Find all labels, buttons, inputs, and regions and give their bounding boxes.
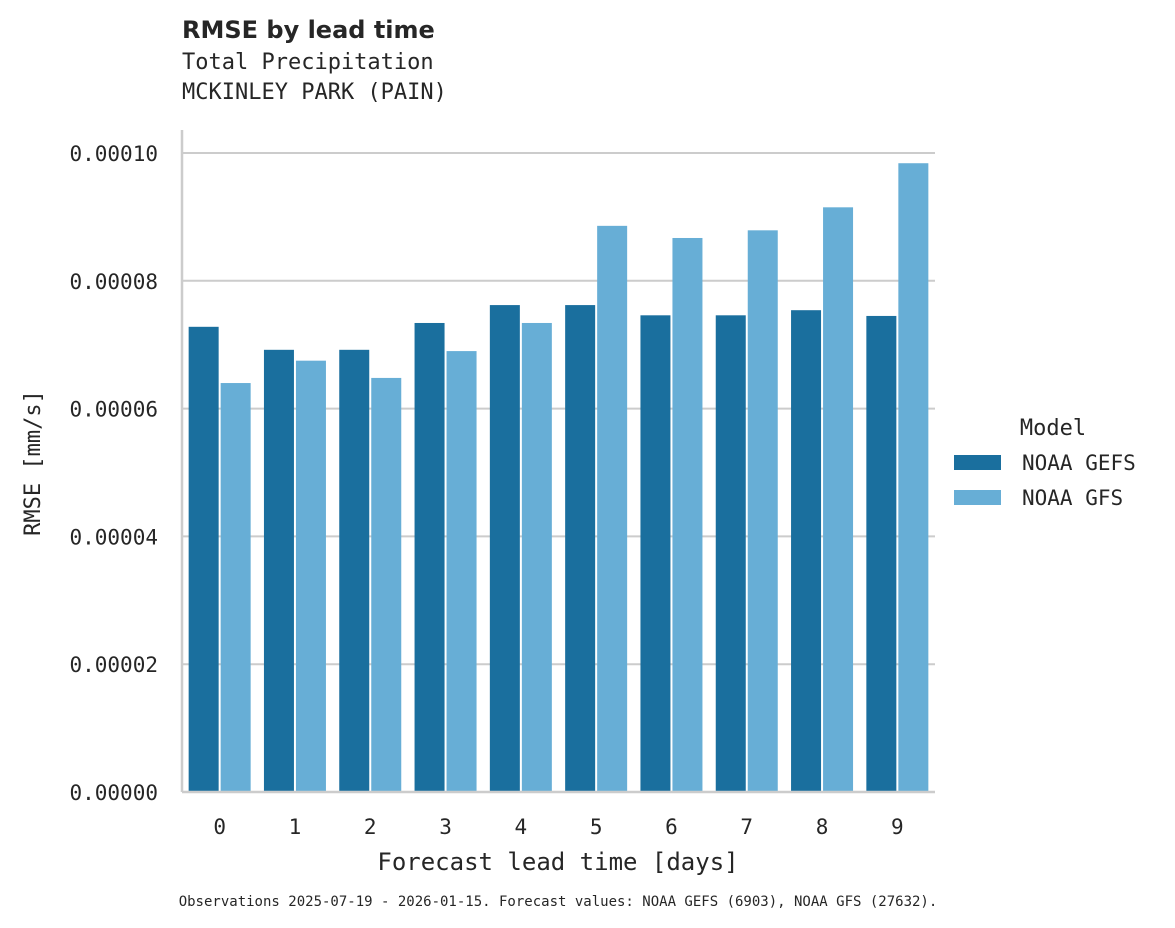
x-tick-label: 7 (740, 815, 753, 839)
x-axis-label: Forecast lead time [days] (377, 848, 738, 876)
bar-noaa-gefs (715, 315, 746, 792)
bar-noaa-gefs (339, 349, 370, 792)
y-tick-label: 0.00006 (69, 398, 158, 422)
legend-label: NOAA GFS (1022, 486, 1123, 510)
bar-noaa-gfs (823, 207, 854, 792)
y-axis-label: RMSE [mm/s] (21, 390, 46, 536)
y-tick-label: 0.00008 (69, 270, 158, 294)
bar-noaa-gfs (295, 360, 326, 792)
x-tick-label: 0 (213, 815, 226, 839)
x-tick-label: 3 (439, 815, 452, 839)
x-tick-label: 1 (289, 815, 302, 839)
bar-noaa-gfs (898, 163, 929, 792)
legend-label: NOAA GEFS (1022, 451, 1136, 475)
legend-swatch (954, 490, 1001, 505)
bar-noaa-gefs (565, 305, 596, 792)
x-tick-label: 4 (515, 815, 528, 839)
bar-noaa-gfs (371, 377, 402, 792)
bar-noaa-gfs (597, 225, 628, 792)
bar-noaa-gfs (521, 322, 552, 792)
legend-title: Model (1020, 416, 1086, 441)
bar-noaa-gfs (446, 351, 477, 792)
bar-noaa-gefs (791, 310, 822, 792)
bar-noaa-gefs (414, 322, 445, 792)
x-tick-label: 5 (590, 815, 603, 839)
x-tick-label: 9 (891, 815, 904, 839)
bar-noaa-gefs (489, 305, 520, 792)
chart-title: RMSE by lead time (182, 16, 435, 44)
legend-swatch (954, 455, 1001, 470)
y-tick-label: 0.00010 (69, 142, 158, 166)
bar-noaa-gefs (640, 315, 671, 792)
chart-footnote: Observations 2025-07-19 - 2026-01-15. Fo… (179, 894, 938, 910)
chart-subtitle-variable: Total Precipitation (182, 50, 434, 75)
x-tick-label: 2 (364, 815, 377, 839)
y-tick-label: 0.00000 (69, 781, 158, 805)
x-tick-label: 8 (816, 815, 829, 839)
bar-noaa-gfs (672, 237, 703, 792)
chart-subtitle-station: MCKINLEY PARK (PAIN) (182, 80, 447, 105)
bar-noaa-gfs (747, 230, 778, 793)
bar-noaa-gefs (866, 315, 897, 792)
bar-noaa-gefs (263, 349, 294, 792)
bar-noaa-gfs (220, 383, 251, 792)
y-tick-label: 0.00002 (69, 653, 158, 677)
x-tick-label: 6 (665, 815, 678, 839)
y-tick-label: 0.00004 (69, 525, 158, 549)
bar-noaa-gefs (188, 326, 219, 792)
